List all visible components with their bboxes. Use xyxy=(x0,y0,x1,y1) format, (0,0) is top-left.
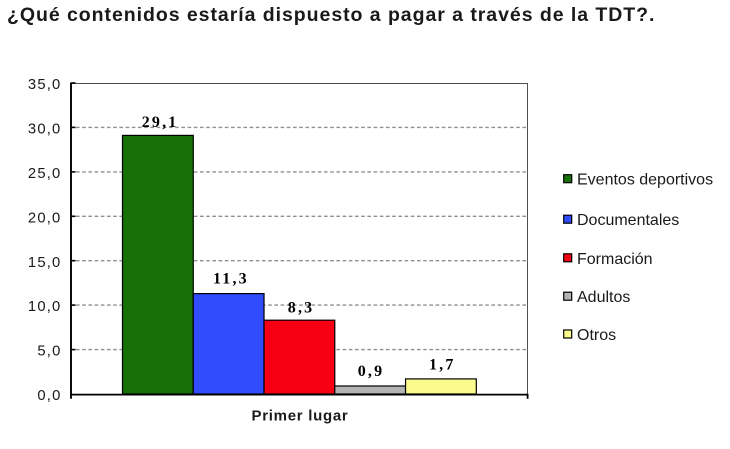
svg-text:Documentales: Documentales xyxy=(577,212,679,229)
svg-text:¿Qué contenidos estaría dispue: ¿Qué contenidos estaría dispuesto a paga… xyxy=(7,4,655,26)
svg-text:0,0: 0,0 xyxy=(37,388,61,404)
svg-text:15,0: 15,0 xyxy=(28,255,62,271)
svg-text:Primer lugar: Primer lugar xyxy=(251,408,348,425)
svg-text:Adultos: Adultos xyxy=(577,289,630,306)
svg-text:11,3: 11,3 xyxy=(213,271,249,288)
svg-text:10,0: 10,0 xyxy=(28,299,62,315)
svg-text:0,9: 0,9 xyxy=(358,363,385,380)
svg-text:Otros: Otros xyxy=(577,327,616,344)
svg-text:25,0: 25,0 xyxy=(28,166,62,182)
svg-text:Formación: Formación xyxy=(577,251,653,268)
svg-text:1,7: 1,7 xyxy=(429,357,456,374)
svg-text:Eventos deportivos: Eventos deportivos xyxy=(577,171,713,188)
svg-text:30,0: 30,0 xyxy=(28,122,62,138)
svg-text:8,3: 8,3 xyxy=(288,300,315,317)
svg-text:29,1: 29,1 xyxy=(142,114,179,131)
svg-text:5,0: 5,0 xyxy=(37,344,61,360)
svg-text:20,0: 20,0 xyxy=(28,210,62,226)
svg-text:35,0: 35,0 xyxy=(28,77,62,93)
